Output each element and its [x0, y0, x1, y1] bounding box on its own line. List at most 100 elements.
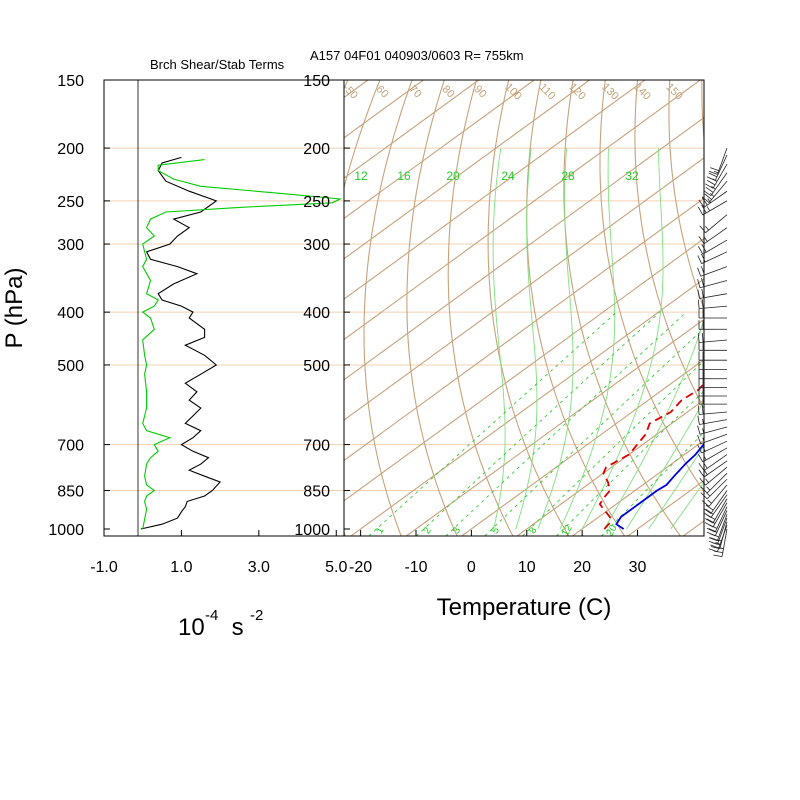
- left-x-units-exp1: -4: [205, 607, 218, 624]
- mixing-ratio-line: [484, 327, 704, 536]
- skewt-y-ticks: 150 200 250 300 400 500 700 850 1000: [294, 73, 350, 539]
- skewt-moist-adiabats: [492, 148, 704, 530]
- wind-barb-shaft: [708, 180, 728, 203]
- wind-barb-shaft: [701, 440, 728, 454]
- left-x-units-base: 10: [178, 614, 205, 641]
- wind-barb: [708, 147, 728, 175]
- wind-barb: [697, 333, 728, 343]
- wind-barb: [697, 251, 728, 264]
- wind-barb-half-flag: [718, 547, 724, 550]
- wind-barb-flag: [698, 462, 705, 471]
- mixing-ratio-line: [445, 311, 687, 536]
- wind-barb-shaft: [702, 239, 728, 255]
- skewt-y-tick-label: 250: [303, 194, 330, 211]
- isotherm: [344, 80, 480, 179]
- wind-barb-flag: [697, 444, 702, 454]
- wind-barb-flag: [697, 255, 702, 264]
- wind-barb-half-flag: [702, 418, 704, 424]
- wind-barb-flag: [701, 244, 707, 253]
- left-y-tick-label: 250: [57, 194, 84, 211]
- right-x-axis-label: Temperature (C): [437, 594, 612, 621]
- wind-barb: [698, 341, 728, 351]
- wind-barb-flag: [697, 278, 701, 288]
- wind-barb-half-flag: [707, 198, 711, 203]
- mixing-ratio-label: 2: [422, 525, 435, 536]
- theta-e-label: 16: [397, 169, 411, 183]
- wind-barb-flag: [707, 180, 716, 186]
- wind-barb-shaft: [708, 484, 728, 507]
- wind-barb: [697, 288, 728, 299]
- wind-barb: [703, 172, 728, 197]
- skewt-x-tick-label: 10: [518, 559, 536, 576]
- isotherm: [344, 157, 704, 421]
- wind-barb-shaft: [714, 154, 728, 181]
- dry-adiabat: [363, 80, 413, 536]
- moist-adiabat: [581, 148, 664, 530]
- wind-barb: [698, 190, 728, 208]
- left-y-tick-label: 850: [57, 484, 84, 501]
- wind-barb-shaft: [706, 472, 728, 494]
- wind-barb: [697, 433, 728, 445]
- isotherm: [461, 358, 704, 536]
- wind-barb: [698, 460, 728, 478]
- mixing-ratio-label: 3: [451, 525, 464, 536]
- wind-barb: [697, 200, 728, 216]
- left-y-tick-label: 1000: [48, 522, 84, 539]
- left-x-ticks: -1.0 1.0 3.0 5.0: [90, 530, 347, 576]
- isotherm: [344, 80, 701, 341]
- skewt-y-tick-label: 200: [303, 141, 330, 158]
- wind-barb: [697, 299, 728, 309]
- wind-barb-shaft: [705, 466, 728, 486]
- skewt-y-tick-label: 300: [303, 237, 330, 254]
- wind-barb: [701, 484, 728, 507]
- wind-barb-flag: [701, 204, 707, 214]
- wind-barb-flag: [701, 277, 705, 287]
- moist-adiabat: [626, 399, 704, 530]
- theta-e-label: 32: [625, 169, 639, 183]
- skewt-x-tick-label: -10: [404, 559, 427, 576]
- wind-barb-flag: [705, 183, 714, 189]
- wind-barb: [699, 466, 728, 486]
- dewpoint-profile: [598, 382, 704, 530]
- mixing-ratio-label: 8: [527, 525, 540, 536]
- wind-barb: [700, 472, 728, 494]
- wind-barb-flag: [706, 531, 716, 537]
- isotherm-top-label: -50: [340, 82, 360, 102]
- dry-adiabat: [766, 80, 800, 536]
- skewt-x-tick-label: 30: [629, 559, 647, 576]
- wind-barb: [697, 440, 728, 454]
- wind-barb-shaft: [712, 163, 728, 189]
- wind-barb: [698, 378, 728, 388]
- wind-barb-flag: [701, 266, 705, 275]
- wind-barb-half-flag: [705, 478, 709, 483]
- isotherm: [794, 80, 800, 536]
- isotherm: [350, 278, 704, 536]
- wind-barb-shaft: [710, 172, 728, 196]
- wind-barb-shaft: [699, 426, 728, 435]
- wind-barb-shaft: [702, 447, 728, 463]
- wind-barb-shaft: [712, 502, 728, 528]
- moist-adiabat: [670, 481, 704, 530]
- wind-barb-shaft: [712, 498, 728, 524]
- dry-adiabat: [734, 80, 800, 536]
- left-x-units-exp2: -2: [250, 607, 263, 624]
- left-x-units-mid: s: [225, 614, 244, 641]
- skewt-y-tick-label: 700: [303, 438, 330, 455]
- isotherm: [739, 80, 800, 536]
- wind-barb-flag: [701, 197, 708, 206]
- wind-barb: [700, 478, 728, 500]
- wind-barb-shaft: [706, 478, 728, 500]
- wind-barb-flag: [697, 435, 702, 444]
- wind-barb-shaft: [705, 214, 728, 234]
- wind-barb-half-flag: [702, 437, 705, 443]
- wind-barb-half-flag: [702, 446, 706, 452]
- skewt-isotherms: [344, 80, 800, 536]
- dry-adiabat: [701, 80, 704, 144]
- mixing-ratio-line: [522, 360, 704, 536]
- wind-barb-flag: [704, 193, 712, 200]
- wind-barb-flag: [699, 477, 706, 486]
- dry-adiabat: [447, 80, 514, 536]
- wind-barb-shaft: [721, 528, 728, 557]
- stability-term-line: [141, 159, 343, 530]
- mixing-ratio-label: 1: [374, 525, 387, 536]
